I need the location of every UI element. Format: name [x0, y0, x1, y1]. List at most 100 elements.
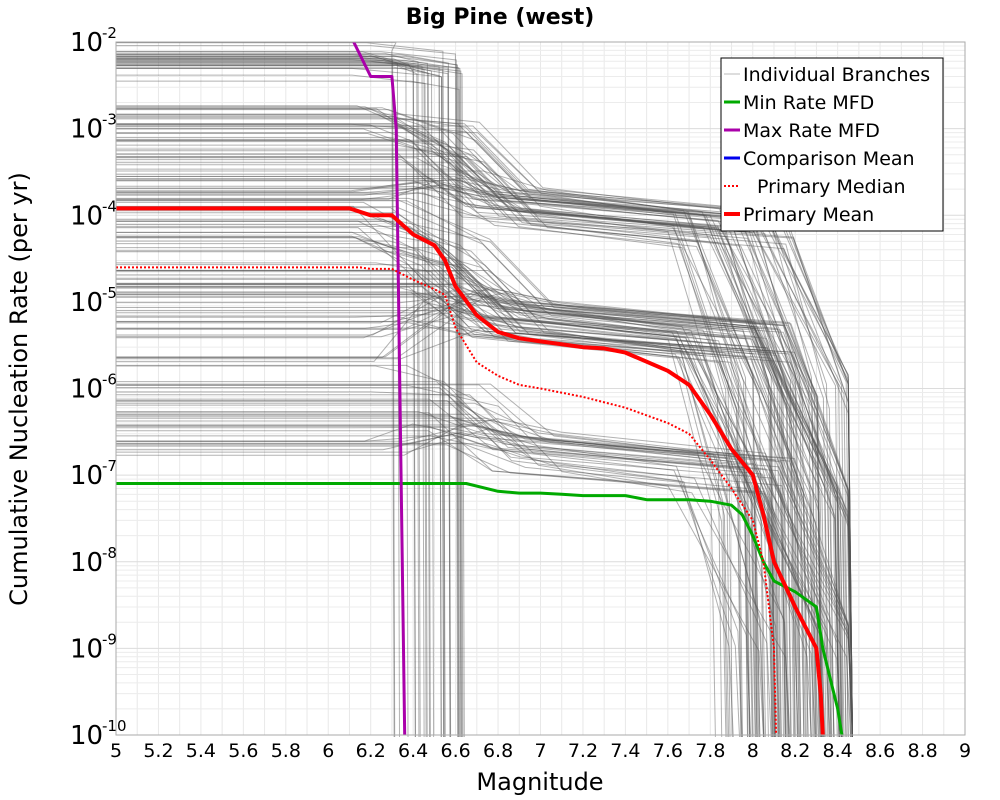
- branch-line: [116, 180, 849, 738]
- branch-line: [116, 127, 817, 738]
- branch-line: [116, 225, 777, 738]
- branch-line: [116, 132, 787, 738]
- x-tick-label: 8: [747, 740, 759, 762]
- branch-line: [116, 114, 733, 738]
- branch-line: [116, 278, 853, 738]
- branch-line: [116, 284, 845, 738]
- branch-line: [116, 197, 792, 738]
- branch-line: [116, 425, 853, 738]
- y-tick-label: 10: [70, 288, 103, 318]
- x-axis-ticks: 5 5.2 5.4 5.6 5.8 6 6.2 6.4 6.6 6.8 7 7.2 7.4 7.6 7.8 8…: [110, 740, 971, 762]
- branch-line: [116, 425, 781, 738]
- branch-line: [116, 56, 461, 738]
- branch-line: [116, 170, 758, 738]
- branch-line: [116, 64, 465, 738]
- branch-line: [116, 251, 787, 738]
- branch-line: [116, 113, 802, 738]
- branch-line: [116, 107, 847, 738]
- branch-line: [116, 179, 822, 738]
- branch-line: [116, 157, 782, 738]
- branch-line: [116, 153, 853, 738]
- branch-line: [116, 137, 835, 738]
- branch-line: [116, 133, 742, 738]
- x-tick-label: 7.4: [610, 740, 640, 762]
- branch-line: [116, 232, 809, 738]
- branch-line: [116, 416, 853, 738]
- x-tick-label: 8.4: [823, 740, 853, 762]
- y-axis-ticks: 10-210-310-410-510-610-710-810-910-10: [70, 24, 127, 751]
- branch-line: [116, 183, 853, 738]
- branch-line: [116, 385, 791, 738]
- branch-line: [116, 294, 812, 738]
- branch-line: [116, 220, 849, 738]
- branch-line: [116, 207, 773, 738]
- branch-line: [116, 74, 428, 738]
- branch-line: [116, 364, 764, 738]
- branch-line: [116, 58, 416, 738]
- branch-line: [116, 284, 774, 738]
- y-tick-exponent: -8: [102, 544, 117, 562]
- branch-line: [116, 156, 786, 738]
- branch-line: [116, 247, 842, 738]
- branch-line: [116, 381, 765, 738]
- branch-line: [116, 180, 774, 738]
- branch-line: [116, 64, 420, 738]
- branch-line: [116, 431, 853, 738]
- y-tick-label: 10: [70, 201, 103, 231]
- branch-line: [116, 296, 800, 738]
- branch-line: [116, 424, 743, 738]
- branch-line: [116, 400, 772, 738]
- branch-line: [116, 417, 853, 738]
- x-tick-label: 5.6: [228, 740, 258, 762]
- x-tick-label: 8.8: [907, 740, 937, 762]
- branch-line: [116, 289, 827, 738]
- branch-line: [116, 60, 427, 738]
- branch-line: [116, 384, 853, 738]
- branch-line: [116, 218, 853, 738]
- branch-line: [116, 57, 425, 738]
- branch-line: [116, 58, 462, 738]
- y-tick-label: 10: [70, 28, 103, 58]
- branch-line: [116, 176, 776, 738]
- legend-label: Primary Mean: [743, 204, 874, 226]
- branch-line: [116, 315, 730, 738]
- branch-line: [116, 286, 853, 738]
- branch-line: [116, 270, 812, 738]
- branch-line: [116, 123, 796, 738]
- branch-line: [116, 428, 819, 738]
- x-tick-label: 5.2: [143, 740, 173, 762]
- branch-line: [116, 139, 853, 738]
- branch-line: [116, 201, 769, 738]
- branch-line: [116, 287, 853, 738]
- branch-line: [116, 182, 851, 738]
- y-tick-label: 10: [70, 115, 103, 145]
- branch-line: [116, 274, 758, 738]
- branch-line: [116, 227, 727, 738]
- branch-line: [116, 294, 840, 738]
- branch-line: [116, 153, 844, 738]
- branch-line: [116, 236, 840, 738]
- x-axis-label: Magnitude: [476, 768, 603, 796]
- branch-line: [116, 125, 822, 738]
- branch-line: [116, 293, 786, 738]
- branch-line: [116, 200, 853, 738]
- branch-line: [116, 128, 829, 738]
- legend-label: Comparison Mean: [743, 148, 915, 170]
- y-tick-label: 10: [70, 721, 103, 751]
- branch-line: [116, 106, 807, 738]
- branch-line: [116, 192, 784, 738]
- branch-line: [116, 297, 805, 738]
- branch-line: [116, 307, 779, 738]
- branch-line: [116, 148, 814, 738]
- branch-line: [116, 240, 840, 738]
- branch-line: [116, 212, 754, 738]
- branch-line: [116, 414, 830, 738]
- branch-line: [116, 283, 853, 738]
- plot-frame: [115, 41, 966, 736]
- branch-line: [116, 164, 853, 738]
- series-primary-median: [116, 266, 778, 736]
- branch-line: [116, 423, 853, 738]
- branch-line: [116, 430, 852, 738]
- x-tick-label: 5.8: [271, 740, 301, 762]
